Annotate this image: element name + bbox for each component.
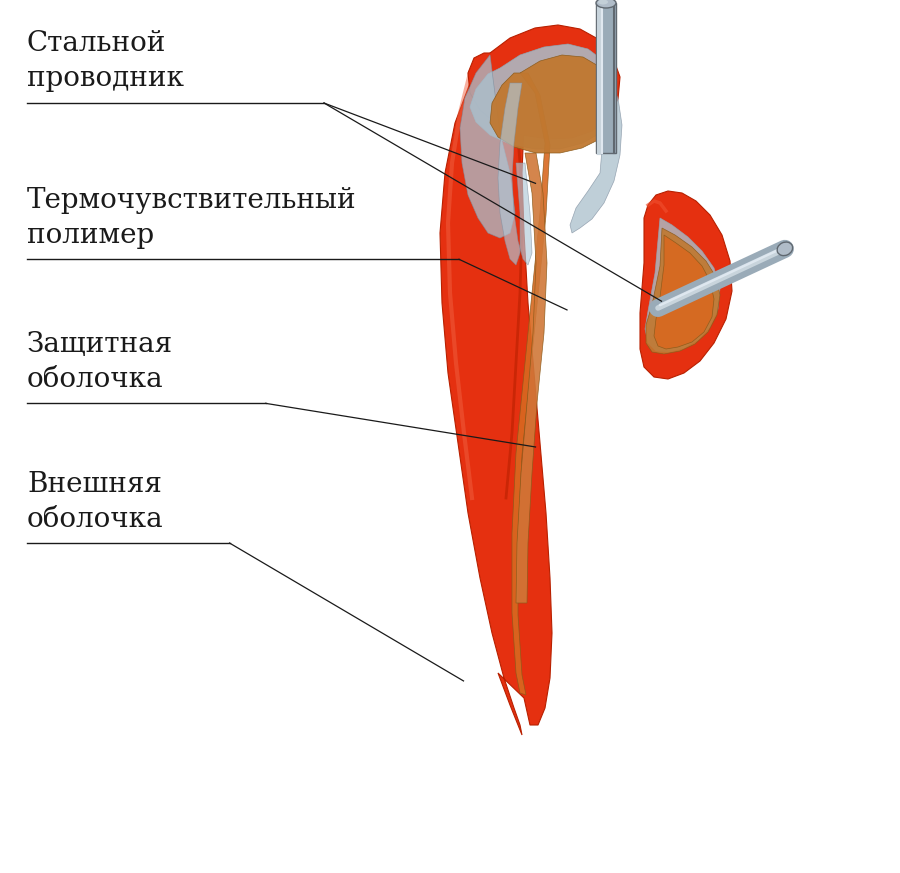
Text: Защитная: Защитная bbox=[27, 331, 173, 358]
Polygon shape bbox=[570, 78, 622, 233]
Text: Стальной: Стальной bbox=[27, 30, 166, 57]
Polygon shape bbox=[498, 83, 532, 265]
Polygon shape bbox=[470, 44, 616, 149]
Polygon shape bbox=[645, 218, 720, 352]
Bar bbox=[596, 3, 616, 153]
Text: полимер: полимер bbox=[27, 222, 154, 249]
Text: оболочка: оболочка bbox=[27, 366, 164, 393]
Ellipse shape bbox=[777, 242, 793, 256]
Polygon shape bbox=[440, 53, 552, 735]
Polygon shape bbox=[490, 55, 616, 153]
Polygon shape bbox=[516, 153, 547, 603]
Text: Внешняя: Внешняя bbox=[27, 471, 162, 498]
Polygon shape bbox=[468, 25, 620, 139]
Polygon shape bbox=[460, 55, 515, 238]
Polygon shape bbox=[646, 228, 720, 354]
Polygon shape bbox=[640, 191, 732, 379]
Ellipse shape bbox=[598, 0, 608, 4]
Text: проводник: проводник bbox=[27, 65, 184, 92]
Polygon shape bbox=[512, 73, 550, 695]
Text: оболочка: оболочка bbox=[27, 505, 164, 533]
Text: Термочувствительный: Термочувствительный bbox=[27, 187, 356, 214]
Ellipse shape bbox=[596, 0, 616, 8]
Polygon shape bbox=[654, 235, 714, 349]
